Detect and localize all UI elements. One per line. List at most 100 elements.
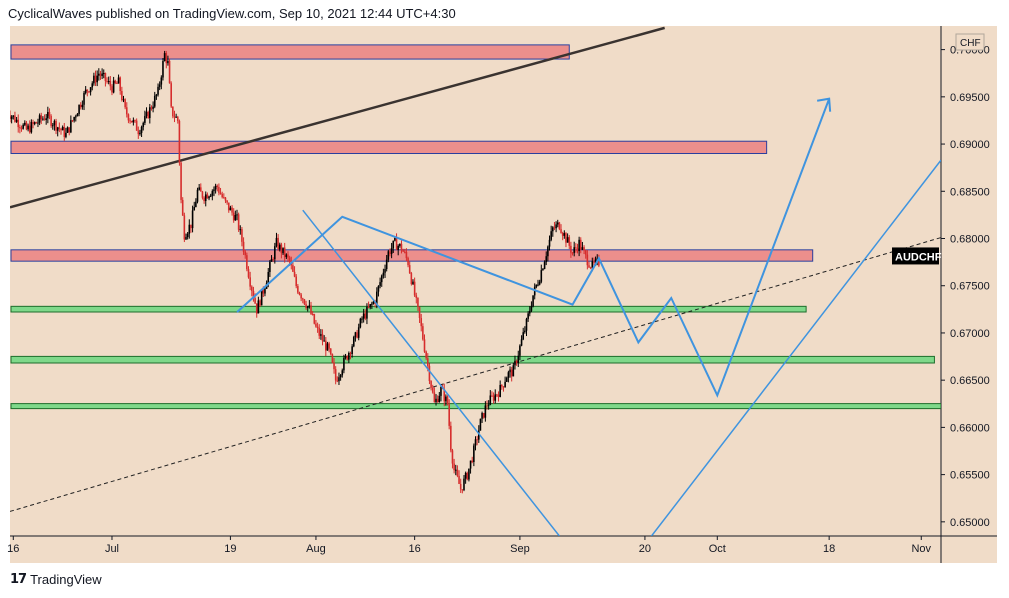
symbol-badge-text: AUDCHF — [895, 251, 942, 263]
candle-body — [336, 380, 339, 382]
symbol-badge — [892, 247, 939, 265]
candle-body — [456, 469, 459, 476]
candle-body — [293, 271, 296, 277]
y-tick-label: 0.68500 — [950, 186, 990, 198]
candle-body — [420, 317, 423, 327]
candle-body — [326, 343, 329, 351]
candle-body — [168, 60, 171, 84]
candle-body — [555, 224, 557, 229]
candle-body — [303, 299, 306, 305]
candle-body — [473, 445, 475, 463]
candle-body — [259, 300, 261, 306]
currency-text: CHF — [960, 38, 981, 49]
candle-body — [530, 306, 533, 311]
candle-body — [390, 248, 393, 255]
candle-body — [560, 229, 562, 233]
candle-body — [130, 120, 133, 123]
candle-body — [341, 370, 344, 376]
candle-body — [394, 237, 396, 241]
candle-body — [12, 115, 15, 117]
candle-body — [264, 288, 266, 294]
candle-body — [548, 239, 551, 247]
candle-body — [354, 332, 357, 337]
candle-body — [176, 116, 179, 121]
candle-body — [170, 83, 172, 107]
candle-body — [125, 107, 128, 115]
candle-body — [588, 265, 590, 268]
candle-body — [364, 313, 367, 319]
candle-body — [47, 111, 49, 119]
support-zone-1 — [10, 305, 807, 313]
candle-body — [42, 118, 44, 120]
candle-body — [15, 119, 18, 122]
candle-body — [499, 385, 501, 397]
candle-body — [571, 252, 574, 254]
candle-body — [292, 265, 294, 272]
candle-body — [510, 369, 513, 377]
candle-body — [407, 258, 409, 266]
candle-body — [563, 233, 566, 236]
candle-body — [37, 122, 39, 124]
price-axis-background — [941, 26, 997, 536]
candle-body — [241, 229, 243, 242]
candle-body — [366, 306, 368, 319]
candle-body — [380, 275, 383, 283]
candle-body — [127, 114, 130, 121]
candle-body — [561, 232, 564, 236]
candle-body — [579, 239, 582, 250]
candle-body — [306, 306, 309, 309]
tradingview-brand[interactable]: 17 TradingView — [10, 572, 102, 587]
candle-body — [63, 126, 66, 137]
candle-layer — [10, 50, 600, 494]
candle-body — [402, 250, 404, 252]
candle-body — [532, 295, 534, 307]
candle-body — [351, 346, 353, 354]
candle-body — [190, 224, 192, 229]
candle-body — [28, 125, 31, 133]
candle-body — [469, 460, 472, 469]
candle-body — [537, 284, 539, 286]
candle-body — [426, 358, 429, 366]
x-tick-label: Oct — [709, 543, 726, 555]
candle-body — [553, 227, 556, 229]
candle-body — [568, 237, 571, 246]
candle-body — [83, 92, 85, 105]
candle-body — [278, 244, 281, 250]
candle-body — [142, 122, 145, 127]
candle-body — [219, 192, 222, 195]
candle-body — [19, 127, 21, 129]
badge-layer: AUDCHF — [892, 247, 942, 265]
candle-body — [50, 116, 52, 126]
candle-body — [107, 81, 110, 83]
y-tick-label: 0.67500 — [950, 281, 990, 293]
candle-body — [200, 187, 202, 192]
candle-body — [223, 197, 225, 199]
candle-body — [477, 430, 480, 440]
candle-body — [224, 197, 227, 201]
y-tick-label: 0.66500 — [950, 375, 990, 387]
candle-body — [74, 116, 77, 118]
candle-body — [507, 372, 510, 378]
candle-body — [565, 233, 567, 243]
candle-body — [540, 270, 543, 282]
descending-projection-line — [302, 209, 560, 536]
candle-body — [538, 281, 541, 285]
candle-body — [10, 115, 11, 119]
candle-body — [598, 258, 600, 266]
candle-body — [295, 276, 298, 287]
candle-body — [65, 132, 67, 137]
candle-body — [395, 237, 398, 250]
candle-body — [412, 281, 414, 285]
candle-body — [344, 355, 347, 358]
candle-body — [246, 255, 248, 270]
candle-body — [308, 305, 311, 307]
candle-body — [594, 259, 597, 263]
candle-body — [239, 229, 242, 231]
candle-body — [428, 365, 431, 382]
candle-body — [372, 301, 375, 304]
candle-body — [486, 405, 488, 407]
candle-body — [175, 116, 177, 118]
candle-body — [275, 237, 278, 247]
x-tick-label: 16 — [409, 543, 421, 555]
